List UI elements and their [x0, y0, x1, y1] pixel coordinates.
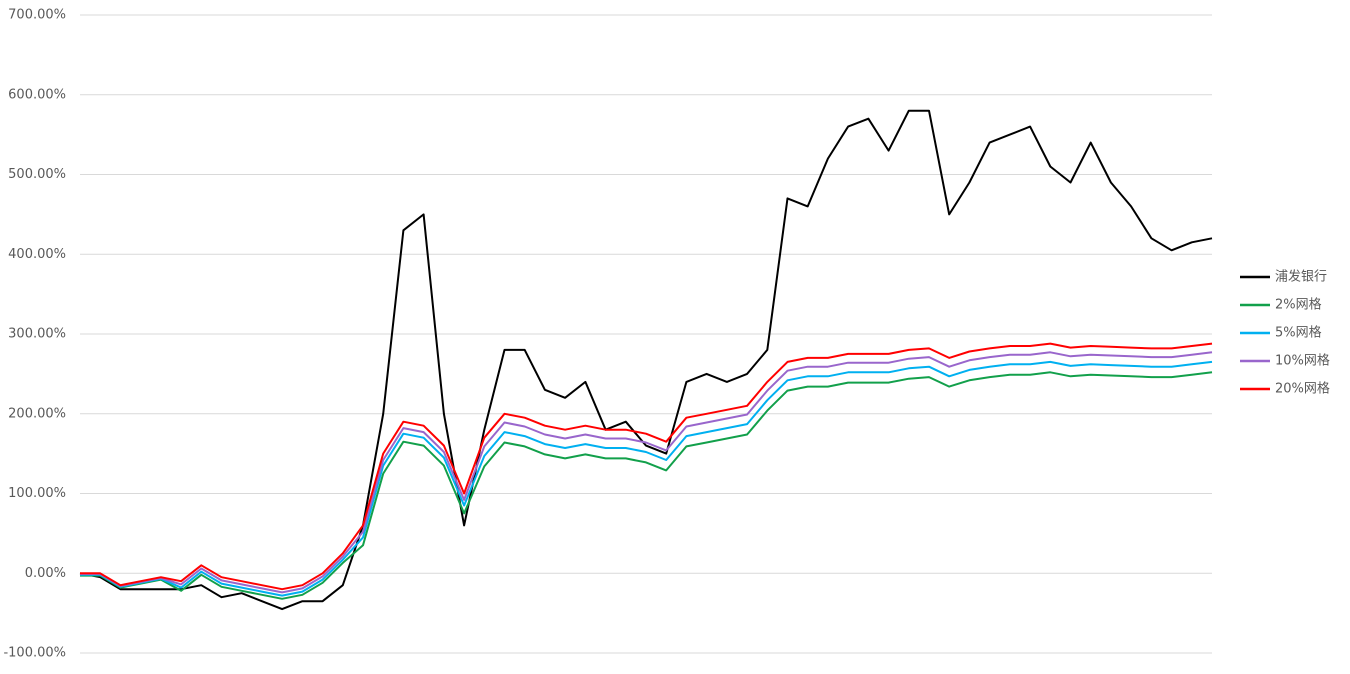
series-line	[80, 371, 1213, 600]
legend-label: 10%网格	[1275, 353, 1330, 369]
legend-label: 20%网格	[1275, 381, 1330, 397]
y-tick-label: 200.00%	[8, 406, 66, 421]
y-tick-label: 300.00%	[8, 327, 66, 342]
series-line	[80, 351, 1213, 594]
legend-label: 2%网格	[1275, 297, 1322, 313]
y-tick-label: 500.00%	[8, 167, 66, 182]
y-tick-label: 700.00%	[8, 8, 66, 23]
legend-label: 浦发银行	[1275, 269, 1327, 285]
legend-label: 5%网格	[1275, 325, 1322, 341]
series-line	[80, 342, 1213, 591]
y-tick-label: 0.00%	[25, 566, 66, 581]
y-tick-label: 100.00%	[8, 486, 66, 501]
y-tick-label: 600.00%	[8, 87, 66, 102]
y-tick-label: -100.00%	[3, 646, 66, 661]
y-tick-label: 400.00%	[8, 247, 66, 262]
series-line	[80, 360, 1213, 597]
series-line	[79, 109, 1213, 611]
